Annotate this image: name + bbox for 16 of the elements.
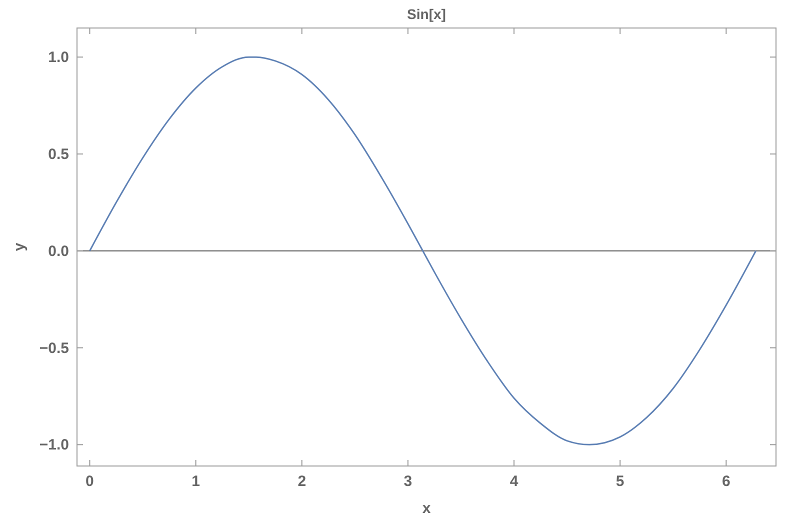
x-tick-label: 5 — [616, 473, 624, 490]
x-tick-label: 4 — [510, 473, 519, 490]
x-tick-label: 3 — [404, 473, 412, 490]
y-tick-label: 0.5 — [48, 146, 69, 163]
x-tick-label: 0 — [86, 473, 94, 490]
line-series — [88, 56, 757, 446]
y-axis-title: y — [11, 242, 28, 252]
x-axis-title: x — [422, 500, 432, 517]
x-tick-label: 1 — [192, 473, 200, 490]
y-tick-label: 0.0 — [48, 242, 69, 260]
y-tick-label: −0.5 — [39, 340, 69, 357]
x-tick-label: 6 — [722, 473, 730, 490]
y-tick-label: −1.0 — [39, 436, 69, 454]
y-tick-label: 1.0 — [48, 49, 69, 66]
x-tick-label: 2 — [298, 473, 306, 490]
chart-title: Sin[x] — [407, 6, 446, 22]
